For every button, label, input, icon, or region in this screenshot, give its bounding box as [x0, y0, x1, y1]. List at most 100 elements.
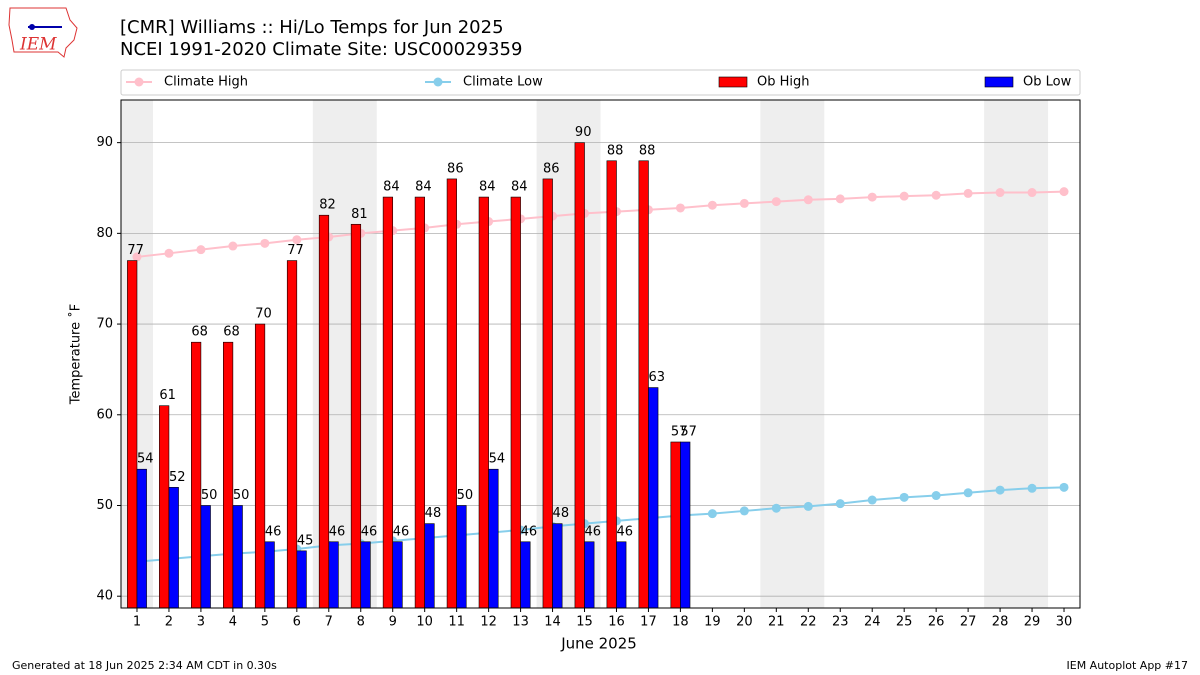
line-marker [1059, 482, 1069, 492]
bar-value-label: 57 [680, 424, 697, 439]
chart-subtitle: NCEI 1991-2020 Climate Site: USC00029359 [120, 39, 522, 60]
x-tick-label: 25 [896, 615, 913, 630]
line-marker [963, 188, 973, 198]
bar-value-label: 54 [489, 452, 506, 467]
bar [350, 223, 362, 609]
legend-swatch [718, 76, 748, 88]
x-tick-label: 24 [864, 615, 881, 630]
bar-value-label: 54 [137, 452, 154, 467]
x-tick-label: 14 [544, 615, 561, 630]
line-marker [995, 485, 1005, 495]
bar-value-label: 68 [191, 325, 208, 340]
line-marker [835, 499, 845, 509]
bar [542, 178, 553, 609]
bar [520, 541, 531, 609]
line-marker [1027, 483, 1037, 493]
line-marker [931, 491, 941, 501]
line-marker [132, 252, 142, 262]
x-tick-label: 4 [229, 615, 237, 630]
plot-frame [120, 99, 1081, 609]
x-axis-label: June 2025 [560, 635, 637, 653]
legend [120, 69, 1081, 96]
bar [296, 550, 307, 609]
bar [606, 160, 617, 609]
bar [584, 541, 595, 609]
bar [638, 160, 649, 609]
x-tick-label: 29 [1024, 615, 1041, 630]
line-marker [260, 238, 270, 248]
x-tick-label: 28 [992, 615, 1009, 630]
footer-right: IEM Autoplot App #17 [1067, 659, 1189, 672]
bar-value-label: 84 [383, 180, 400, 195]
bar [392, 541, 403, 609]
bar-value-label: 46 [329, 524, 346, 539]
bar [318, 214, 330, 609]
bar-value-label: 81 [351, 207, 368, 222]
bar [414, 196, 425, 609]
bar-value-label: 77 [287, 243, 304, 258]
line-marker [739, 506, 749, 516]
y-tick-label: 80 [96, 226, 113, 241]
bar-value-label: 77 [127, 243, 144, 258]
bar-value-label: 84 [415, 180, 432, 195]
bar [286, 260, 298, 609]
x-tick-label: 19 [704, 615, 721, 630]
bar [191, 341, 202, 609]
bar-value-label: 86 [543, 161, 560, 176]
bar [680, 441, 691, 609]
bar-value-label: 46 [265, 524, 282, 539]
legend-swatch [984, 76, 1014, 88]
legend-label: Climate Low [463, 75, 543, 90]
x-tick-label: 7 [325, 615, 333, 630]
legend-label: Ob Low [1023, 75, 1072, 90]
y-tick-label: 40 [96, 589, 113, 604]
bar-value-label: 84 [511, 180, 528, 195]
x-tick-label: 20 [736, 615, 753, 630]
line-marker [931, 190, 941, 200]
bar [446, 178, 457, 609]
x-tick-label: 13 [512, 615, 529, 630]
line-marker [995, 188, 1005, 198]
line-marker [803, 501, 813, 511]
bar-value-label: 88 [607, 143, 624, 158]
x-tick-label: 30 [1056, 615, 1073, 630]
x-tick-label: 8 [357, 615, 365, 630]
legend-marker [134, 77, 144, 87]
y-tick-label: 50 [96, 498, 113, 513]
bar [456, 505, 467, 609]
line-marker [739, 198, 749, 208]
x-tick-label: 1 [133, 615, 141, 630]
line-marker [899, 492, 909, 502]
bar [424, 523, 435, 609]
x-tick-label: 27 [960, 615, 977, 630]
bar [382, 196, 394, 609]
logo-icon [29, 24, 35, 30]
y-tick-label: 60 [96, 407, 113, 422]
x-tick-label: 5 [261, 615, 269, 630]
line-marker [771, 503, 781, 513]
bar-value-label: 50 [233, 488, 250, 503]
bar [264, 541, 275, 609]
y-tick-label: 90 [96, 135, 113, 150]
weekend-shade [984, 100, 1049, 608]
line [136, 190, 1065, 258]
legend-label: Ob High [757, 75, 810, 90]
x-tick-label: 9 [389, 615, 397, 630]
bar-value-label: 68 [223, 325, 240, 340]
x-tick-label: 18 [672, 615, 689, 630]
bar-value-label: 84 [479, 180, 496, 195]
bar-value-label: 46 [585, 524, 602, 539]
x-tick-label: 21 [768, 615, 785, 630]
bar [510, 196, 521, 609]
weekend-shade [760, 100, 825, 608]
line-marker [899, 191, 909, 201]
bar [159, 405, 170, 609]
bar-value-label: 45 [297, 533, 314, 548]
footer-left: Generated at 18 Jun 2025 2:34 AM CDT in … [12, 659, 277, 672]
logo: IEM [8, 7, 78, 58]
bar-value-label: 61 [159, 388, 176, 403]
x-tick-label: 23 [832, 615, 849, 630]
bar-value-label: 82 [319, 198, 336, 213]
chart-title: [CMR] Williams :: Hi/Lo Temps for Jun 20… [120, 17, 504, 38]
bar-value-label: 86 [447, 161, 464, 176]
